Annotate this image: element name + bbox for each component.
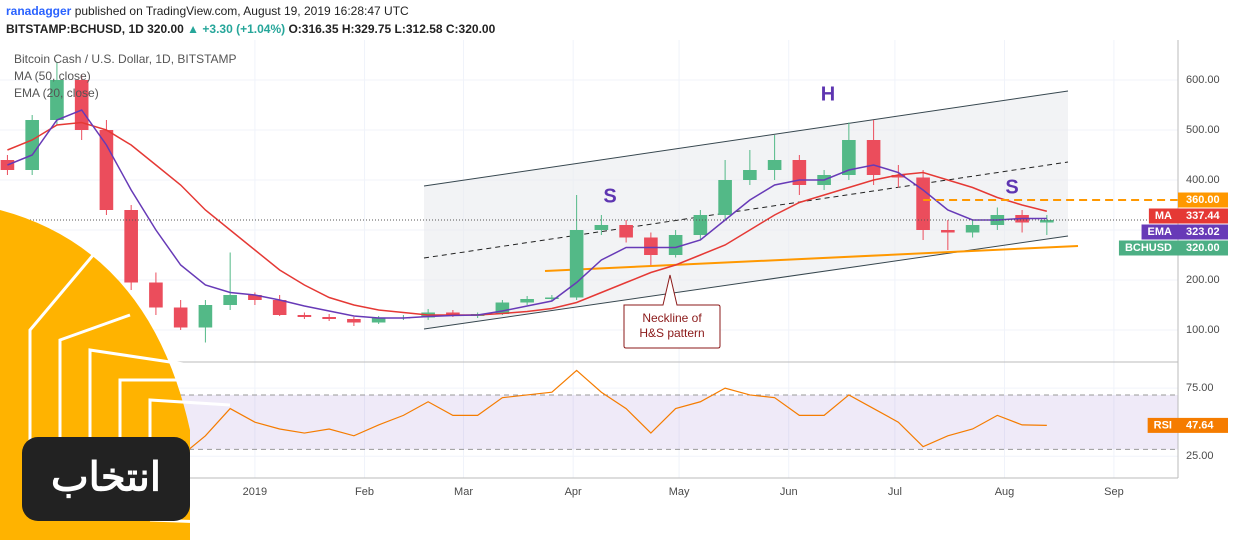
published: published on TradingView.com, August 19,… xyxy=(75,4,409,18)
y-tick-label: 75.00 xyxy=(1186,382,1214,394)
logo-text: انتخاب xyxy=(51,456,161,500)
candle-body xyxy=(594,225,609,230)
candle-body xyxy=(371,318,386,323)
candle-body xyxy=(718,180,732,215)
candle-body xyxy=(545,297,559,299)
indicator-line xyxy=(7,121,1048,316)
candle-body xyxy=(149,282,163,308)
price-tag-value: 323.02 xyxy=(1186,226,1220,238)
candle-body xyxy=(569,230,584,298)
x-tick-label: 2019 xyxy=(243,486,267,498)
x-tick-label: Mar xyxy=(454,486,473,498)
candle-body xyxy=(322,317,336,319)
candle-body xyxy=(198,305,213,328)
y-tick-label: 600.00 xyxy=(1186,74,1220,86)
annotation: S xyxy=(603,185,616,207)
candle-body xyxy=(99,130,114,210)
candle-body xyxy=(941,230,955,233)
candle-body xyxy=(25,120,39,170)
candle-body xyxy=(297,315,312,317)
candle-body xyxy=(74,80,89,130)
candle-body xyxy=(619,225,633,238)
y-tick-label: 25.00 xyxy=(1186,450,1214,462)
x-tick-label: Sep xyxy=(1104,486,1124,498)
candle-body xyxy=(965,225,980,233)
legend-entry: Bitcoin Cash / U.S. Dollar, 1D, BITSTAMP xyxy=(14,52,237,66)
candle-body xyxy=(495,302,510,314)
logo: انتخاب xyxy=(0,210,291,540)
price-tag xyxy=(1178,192,1228,208)
candle-body xyxy=(693,215,708,235)
candle-body xyxy=(223,295,237,305)
logo-box xyxy=(22,437,190,521)
price-tag xyxy=(1178,224,1228,240)
indicator-line xyxy=(7,109,1047,319)
callout-text: H&S pattern xyxy=(639,326,704,340)
candle-body xyxy=(124,210,138,283)
candle-body xyxy=(248,295,262,300)
price-tag-name: MA xyxy=(1155,210,1172,222)
candle-body xyxy=(50,80,64,120)
candle-body xyxy=(842,140,856,175)
candle-body xyxy=(866,140,881,175)
plot xyxy=(0,62,1178,457)
price-tag-value: 47.64 xyxy=(1186,419,1214,431)
candle-body xyxy=(743,170,757,180)
callout xyxy=(623,274,721,349)
price-tag-value: 337.44 xyxy=(1186,210,1221,222)
price-tag-box xyxy=(1118,240,1178,256)
neckline xyxy=(544,245,1079,272)
y-tick-label: 500.00 xyxy=(1186,124,1220,136)
candle-body xyxy=(272,300,287,315)
price-tag xyxy=(1178,208,1228,224)
legend-entry: MA (50, close) xyxy=(14,69,91,83)
change: ▲ +3.30 (+1.04%) xyxy=(187,22,285,36)
callout-text: Neckline of xyxy=(642,311,702,325)
candle-body xyxy=(520,299,534,303)
author: ranadagger xyxy=(6,4,72,18)
y-tick-label: 200.00 xyxy=(1186,274,1220,286)
candle-body xyxy=(173,307,188,328)
price-tag-box xyxy=(1148,208,1178,224)
x-tick-label: Apr xyxy=(565,486,582,498)
candle-body xyxy=(347,319,361,323)
x-tick-label: Aug xyxy=(995,486,1015,498)
x-tick-label: May xyxy=(669,486,690,498)
price-tag-value: 360.00 xyxy=(1186,194,1220,206)
symbol: BITSTAMP:BCHUSD, 1D xyxy=(6,22,144,36)
price-tag-box xyxy=(1147,417,1178,433)
candle-body xyxy=(891,175,906,178)
header-line: ranadagger published on TradingView.com,… xyxy=(6,4,409,18)
price-tag-name: EMA xyxy=(1148,226,1173,238)
price-tag-name: RSI xyxy=(1154,419,1172,431)
y-tick-label: 100.00 xyxy=(1186,324,1220,336)
price-tag-box xyxy=(1141,224,1178,240)
candle-body xyxy=(916,177,930,230)
price-tag-value: 320.00 xyxy=(1186,242,1220,254)
candle-body xyxy=(767,160,782,170)
x-tick-label: Jun xyxy=(780,486,798,498)
channel-mid xyxy=(423,161,1069,259)
annotation: H xyxy=(821,83,835,105)
y-tick-label: 400.00 xyxy=(1186,174,1220,186)
candle-body xyxy=(644,237,658,255)
last: 320.00 xyxy=(147,22,184,36)
logo-circuit xyxy=(28,234,291,527)
candle-body xyxy=(1040,220,1054,223)
x-tick-label: Feb xyxy=(355,486,374,498)
price-tag-name: BCHUSD xyxy=(1125,242,1172,254)
x-tick-label: Jul xyxy=(888,486,902,498)
symbol-line: BITSTAMP:BCHUSD, 1D 320.00 ▲ +3.30 (+1.0… xyxy=(6,22,496,36)
ohlc: O:316.35 H:329.75 L:312.58 C:320.00 xyxy=(288,22,495,36)
channel-top xyxy=(423,90,1069,187)
candle-body xyxy=(792,160,807,185)
annotation: S xyxy=(1005,176,1018,198)
candle-body xyxy=(668,235,683,255)
price-tag xyxy=(1178,417,1228,433)
price-tag xyxy=(1178,240,1228,256)
legend-entry: EMA (20, close) xyxy=(14,86,99,100)
